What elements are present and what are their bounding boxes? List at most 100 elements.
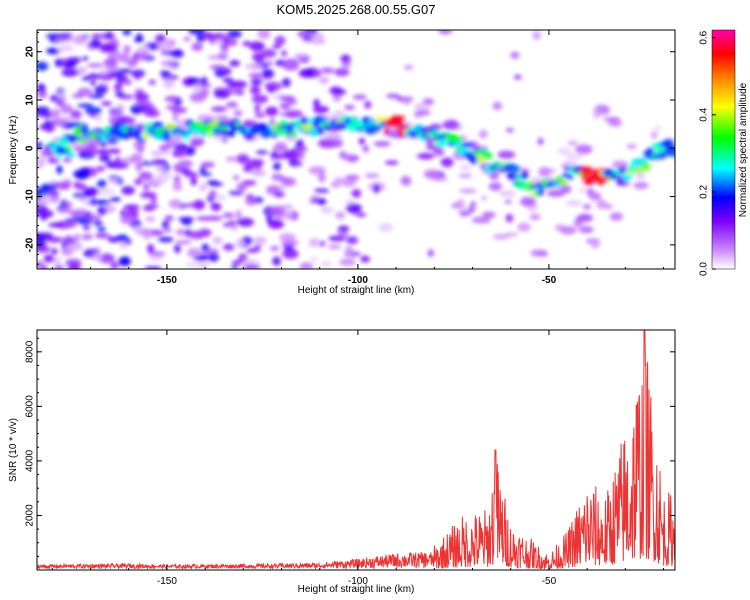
spectrogram-noise-blob — [378, 223, 394, 232]
spectrogram-noise-blob — [114, 156, 122, 167]
spectrogram-noise-blob — [138, 171, 153, 181]
spectrogram-noise-blob — [532, 30, 541, 40]
spectrogram-noise-blob — [209, 65, 227, 70]
spectrogram-noise-blob — [57, 44, 74, 53]
spectrogram-noise-blob — [192, 84, 202, 95]
spectrogram-noise-blob — [295, 139, 304, 149]
spectrogram-noise-blob — [209, 189, 217, 199]
spectrogram-noise-blob — [414, 102, 430, 111]
spectrogram-noise-blob — [109, 109, 122, 119]
spectrogram-noise-blob — [480, 195, 488, 201]
spectrogram-noise-blob — [73, 169, 91, 179]
spectrogram-noise-blob — [94, 85, 108, 94]
spectrogram-noise-blob — [231, 80, 248, 89]
spectrogram-noise-blob — [575, 144, 593, 155]
spectrogram-noise-blob — [175, 228, 186, 236]
spectrogram-noise-blob — [147, 243, 154, 254]
spectrogram-noise-blob — [283, 152, 301, 161]
spectrogram-noise-blob — [160, 59, 177, 67]
spectrogram-noise-blob — [272, 44, 282, 49]
spectrogram-noise-blob — [37, 246, 52, 253]
spectrogram-noise-blob — [87, 73, 101, 80]
spectrogram-noise-blob — [192, 199, 206, 210]
spectrogram-noise-blob — [56, 165, 63, 175]
spectrogram-noise-blob — [270, 151, 279, 160]
spectrogram-noise-blob — [235, 209, 242, 220]
spectrogram-noise-blob — [94, 233, 111, 239]
spectrogram-noise-blob — [51, 108, 60, 118]
spectrogram-noise-blob — [199, 182, 207, 192]
spectrogram-noise-blob — [45, 33, 63, 39]
bottom-x-axis-label: Height of straight line (km) — [298, 584, 415, 595]
top-y-tick-label: 0 — [25, 145, 36, 151]
colorbar-tick-label: 0.4 — [699, 107, 710, 121]
spectrogram-noise-blob — [175, 239, 192, 245]
spectrogram-ridge-blob — [483, 151, 493, 160]
spectrogram-noise-blob — [231, 225, 239, 231]
spectrogram-noise-blob — [633, 181, 649, 190]
spectrogram-noise-blob — [70, 109, 82, 120]
spectrogram-noise-blob — [352, 94, 367, 100]
spectrogram-noise-blob — [227, 30, 242, 38]
spectrogram-noise-blob — [459, 188, 477, 194]
spectrogram-noise-blob — [199, 172, 212, 177]
spectrogram-noise-blob — [270, 245, 280, 252]
spectrogram-noise-blob — [467, 206, 476, 213]
spectrogram-ridge-blob — [609, 175, 624, 180]
spectrogram-noise-blob — [351, 188, 362, 198]
bottom-y-ticks: 2000 4000 6000 8000 — [25, 337, 675, 557]
spectrogram-noise-blob — [272, 161, 281, 171]
spectrogram-noise-blob — [104, 67, 123, 72]
spectrogram-noise-blob — [272, 256, 281, 266]
spectrogram-noise-blob — [140, 191, 157, 199]
spectrogram-noise-blob — [298, 68, 315, 78]
spectrogram-noise-blob — [243, 263, 258, 269]
spectrogram-noise-blob — [150, 196, 157, 204]
spectrogram-noise-blob — [181, 218, 193, 226]
spectrogram-noise-blob — [327, 244, 342, 249]
bottom-y-tick-label: 2000 — [25, 504, 36, 527]
spectrogram-noise-blob — [120, 214, 135, 225]
spectrogram-noise-blob — [37, 61, 49, 71]
spectrogram-noise-blob — [384, 160, 399, 165]
spectrogram-noise-blob — [458, 211, 471, 216]
spectrogram-noise-blob — [115, 104, 125, 110]
spectrogram-noise-blob — [157, 171, 173, 180]
spectrogram-noise-blob — [332, 88, 347, 96]
spectrogram-noise-blob — [492, 234, 510, 240]
spectrogram-noise-blob — [226, 101, 238, 109]
spectrogram-noise-blob — [296, 161, 303, 167]
spectrogram-noise-blob — [155, 34, 167, 43]
spectrogram-noise-blob — [122, 30, 132, 36]
spectrogram-noise-blob — [72, 34, 87, 45]
spectrogram-noise-blob — [212, 236, 223, 245]
spectrogram-noise-blob — [191, 42, 203, 52]
spectrogram-noise-blob — [164, 215, 174, 222]
spectrogram-noise-blob — [653, 125, 663, 131]
spectrogram-noise-blob — [492, 101, 503, 111]
spectrogram-noise-blob — [372, 183, 381, 194]
spectrogram-noise-blob — [136, 45, 150, 51]
spectrogram-noise-blob — [163, 79, 175, 89]
spectrogram-noise-blob — [224, 68, 232, 75]
spectrogram-noise-blob — [345, 174, 360, 181]
spectrogram-noise-blob — [133, 70, 141, 80]
spectrogram-noise-blob — [174, 244, 181, 254]
spectrogram-ridge-blob — [151, 121, 164, 128]
spectrogram-noise-blob — [233, 109, 243, 117]
spectrogram-noise-blob — [59, 116, 74, 121]
spectrogram-noise-blob — [228, 219, 237, 226]
spectrogram-noise-blob — [78, 196, 86, 202]
spectrogram-noise-blob — [178, 159, 193, 168]
spectrogram-noise-blob — [337, 225, 350, 233]
spectrogram-noise-blob — [341, 61, 352, 68]
spectrogram-noise-blob — [206, 215, 223, 221]
spectrogram-ridge-blob — [460, 142, 475, 148]
spectrogram-noise-blob — [97, 206, 108, 216]
spectrogram-noise-blob — [505, 232, 519, 237]
spectrogram-noise-blob — [51, 196, 60, 203]
spectrogram-noise-blob — [164, 227, 172, 234]
snr-frame — [36, 329, 676, 571]
top-x-ticks: -150 -100 -50 — [51, 30, 665, 286]
spectrogram-noise-blob — [184, 203, 197, 208]
